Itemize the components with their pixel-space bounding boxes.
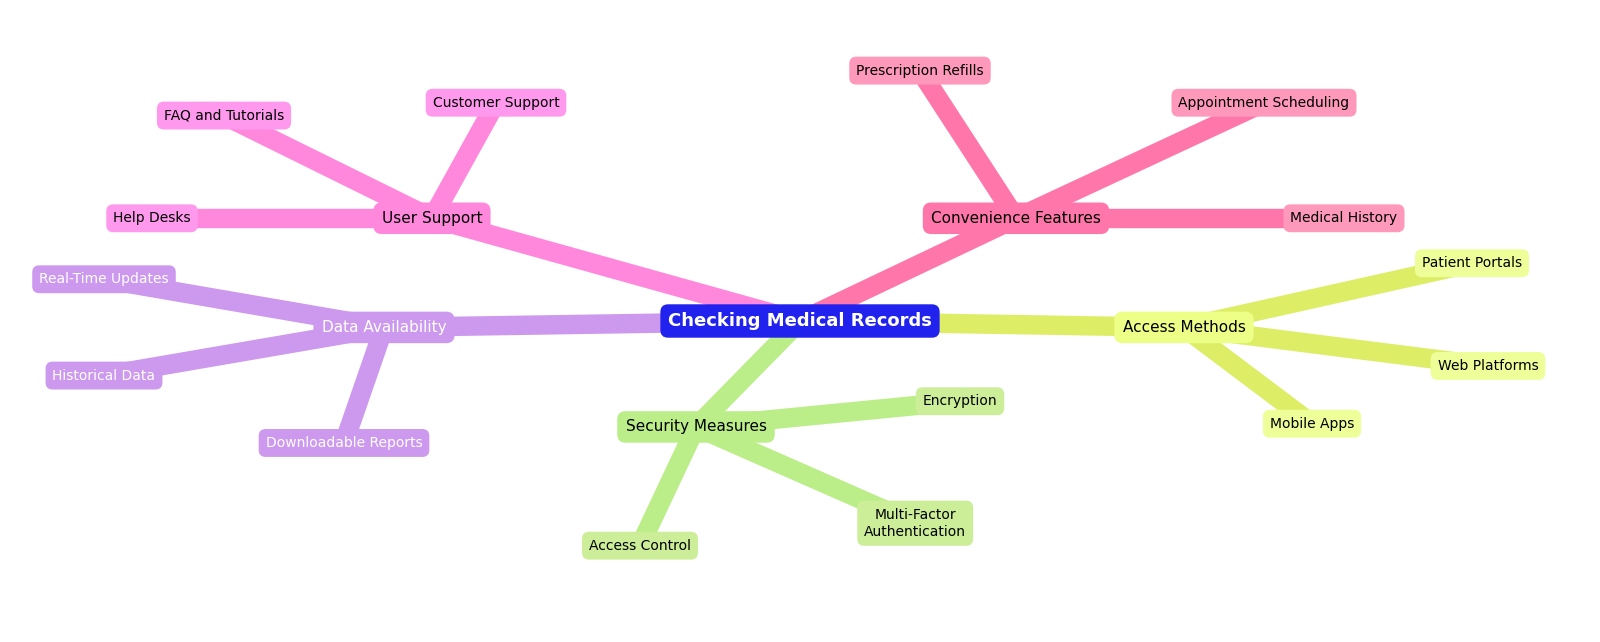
Text: Patient Portals: Patient Portals <box>1422 256 1522 270</box>
Text: Data Availability: Data Availability <box>322 320 446 335</box>
Text: Checking Medical Records: Checking Medical Records <box>669 312 931 330</box>
Text: Historical Data: Historical Data <box>53 369 155 383</box>
Text: Multi-Factor
Authentication: Multi-Factor Authentication <box>864 508 966 539</box>
Text: Prescription Refills: Prescription Refills <box>856 64 984 78</box>
Text: Mobile Apps: Mobile Apps <box>1270 417 1354 431</box>
Text: Customer Support: Customer Support <box>432 96 560 110</box>
Text: Real-Time Updates: Real-Time Updates <box>38 272 170 286</box>
Text: Appointment Scheduling: Appointment Scheduling <box>1179 96 1349 110</box>
Text: Access Methods: Access Methods <box>1123 320 1245 335</box>
Text: Access Control: Access Control <box>589 539 691 553</box>
Text: Encryption: Encryption <box>923 394 997 408</box>
Text: FAQ and Tutorials: FAQ and Tutorials <box>163 108 285 123</box>
Text: Help Desks: Help Desks <box>114 211 190 225</box>
Text: Downloadable Reports: Downloadable Reports <box>266 436 422 450</box>
Text: Security Measures: Security Measures <box>626 419 766 435</box>
Text: Convenience Features: Convenience Features <box>931 211 1101 226</box>
Text: User Support: User Support <box>382 211 482 226</box>
Text: Medical History: Medical History <box>1291 211 1397 225</box>
Text: Web Platforms: Web Platforms <box>1438 359 1538 373</box>
